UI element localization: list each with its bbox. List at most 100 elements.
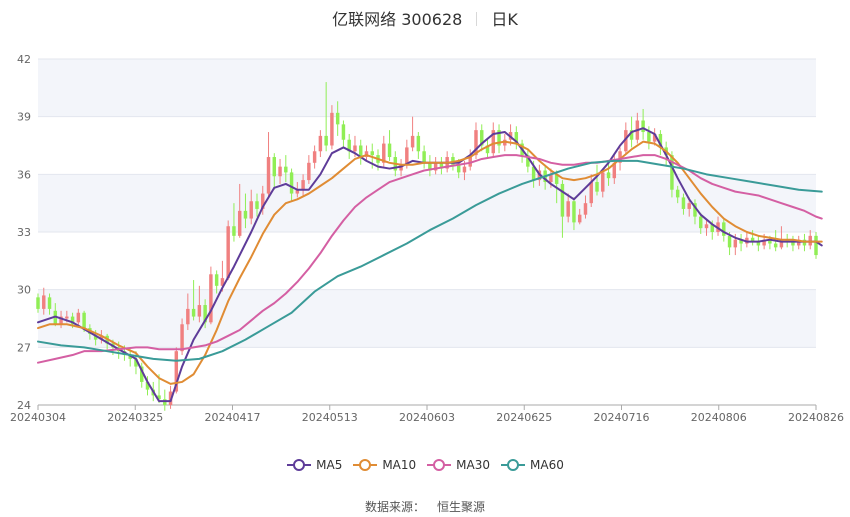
candle (416, 132, 421, 159)
candle (214, 270, 219, 294)
candle-body (514, 132, 519, 144)
candle-body (439, 162, 444, 169)
legend-item-ma5[interactable]: MA5 (286, 458, 342, 472)
candle (422, 145, 426, 169)
y-tick-label: 30 (17, 284, 31, 297)
candle-body (606, 172, 611, 179)
candle-body (65, 316, 69, 319)
candle-body (416, 135, 421, 152)
candle-body (36, 297, 40, 309)
candle (699, 212, 703, 234)
candle (480, 124, 484, 152)
candle-body (157, 395, 161, 400)
candle (232, 203, 236, 242)
legend-marker-icon (501, 459, 526, 471)
candle (36, 293, 40, 313)
candle (670, 151, 674, 198)
candle (358, 139, 363, 165)
legend-item-ma60[interactable]: MA60 (500, 458, 564, 472)
x-tick-label: 20240513 (302, 411, 358, 424)
candle-body (232, 226, 236, 236)
candle-body (693, 203, 697, 217)
candle-body (134, 358, 138, 367)
candle (595, 164, 599, 196)
candle-body (295, 189, 300, 194)
candle-body (612, 162, 617, 179)
candle-body (370, 151, 374, 156)
candle (808, 230, 812, 250)
candle (635, 112, 640, 144)
y-tick-label: 36 (17, 168, 31, 181)
candle-body (554, 174, 559, 184)
candle-body (203, 305, 207, 323)
ma30-line (37, 154, 823, 364)
candle (428, 155, 432, 177)
legend-item-ma10[interactable]: MA10 (352, 458, 416, 472)
candle-body (566, 201, 570, 217)
candle-body (814, 235, 818, 256)
source-label: 数据来源： (364, 500, 425, 514)
candle (47, 293, 52, 315)
candle (756, 235, 761, 252)
candle (410, 116, 415, 152)
candle-body (410, 135, 415, 148)
candle-body (491, 130, 496, 154)
candle (243, 193, 248, 229)
candle-body (347, 139, 351, 152)
x-tick-label: 20240716 (594, 411, 650, 424)
y-tick-label: 33 (17, 226, 31, 239)
candles (36, 82, 818, 411)
candle (226, 220, 230, 281)
legend-item-ma30[interactable]: MA30 (426, 458, 490, 472)
candle (307, 155, 311, 184)
candle-body (180, 324, 184, 352)
candle-body (629, 130, 634, 140)
candle (140, 362, 144, 388)
candle-body (572, 201, 576, 223)
candle-body (687, 203, 691, 209)
candle-body (722, 222, 726, 236)
candle-body (249, 201, 253, 219)
candle-body (601, 172, 605, 192)
candle-body (641, 120, 645, 133)
candle-body (382, 143, 386, 163)
candle (497, 124, 501, 154)
candle-body (272, 157, 277, 177)
candle-body (474, 130, 478, 156)
candle (191, 280, 196, 321)
candle-body (358, 145, 363, 158)
candle-body (647, 132, 651, 142)
ma-lines (37, 127, 823, 403)
candle-body (583, 203, 588, 215)
candle-body (387, 143, 392, 158)
candle-body (480, 130, 484, 146)
candle-body (318, 135, 323, 152)
candle (745, 232, 749, 248)
candle (324, 82, 328, 152)
x-tick-label: 20240806 (691, 411, 747, 424)
candle (433, 157, 438, 175)
y-tick-label: 39 (17, 111, 31, 124)
candle-body (485, 145, 490, 154)
candle (76, 308, 81, 327)
candle-body (145, 381, 150, 390)
candle-body (497, 130, 501, 146)
candle (572, 197, 576, 231)
x-tick-label: 20240603 (399, 411, 455, 424)
candle-body (577, 214, 582, 223)
candle-body (324, 135, 328, 146)
candle (364, 145, 369, 161)
ma10-line (37, 140, 823, 385)
candle-body (773, 243, 778, 248)
candle-body (307, 162, 311, 181)
candle (491, 122, 496, 158)
candle (203, 299, 207, 329)
candle (289, 168, 294, 202)
candle (514, 126, 519, 150)
candle (209, 266, 213, 325)
candle (704, 218, 709, 236)
candle (335, 101, 340, 136)
candle (249, 189, 253, 225)
x-tick-label: 20240826 (788, 411, 844, 424)
